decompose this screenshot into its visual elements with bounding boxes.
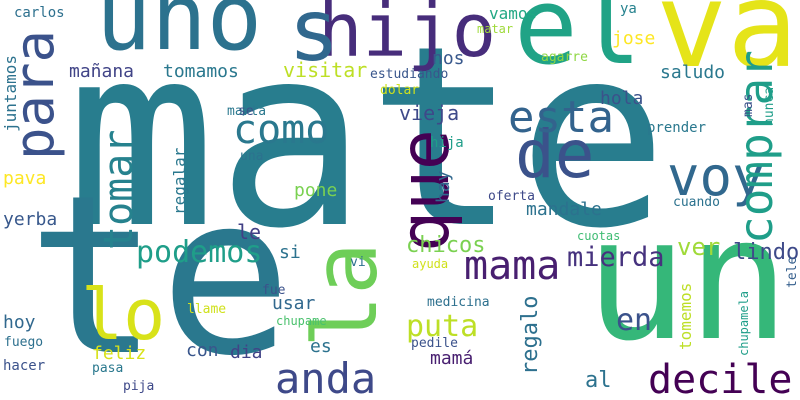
word-mama: mama (464, 243, 561, 289)
word-oferta: oferta (488, 189, 535, 204)
word-chicos: chicos (406, 233, 486, 258)
word-vi: vi (350, 255, 366, 270)
word-pone: pone (294, 180, 338, 201)
word-estudiando: estudiando (370, 67, 449, 82)
word-jose: jose (612, 28, 656, 49)
word-uno: uno (96, 0, 263, 71)
word-tele: tele (785, 256, 800, 288)
word-vamos: vamos (489, 4, 538, 23)
word-al: al (585, 368, 612, 393)
word-pava: pava (3, 168, 47, 189)
word-regalo: regalo (518, 295, 543, 375)
word-matar: matar (477, 22, 514, 36)
word-mandale: mandale (526, 199, 602, 220)
word-lindo: lindo (733, 240, 800, 265)
word-es: es (310, 336, 332, 357)
word-juntamos: juntamos (1, 54, 20, 132)
word-una: una (240, 149, 264, 164)
word-vieja: vieja (399, 101, 460, 125)
word-el: el (514, 0, 642, 88)
word-nunca: nunca (762, 86, 777, 126)
word-manana: mañana (69, 61, 135, 82)
word-mate: mate (66, 0, 669, 283)
word-en: en (616, 303, 653, 338)
word-hija: hija (430, 135, 464, 151)
word-hoy: hoy (3, 312, 36, 333)
word-s: s (288, 0, 340, 81)
word-fue: fue (262, 283, 286, 298)
word-puta: puta (406, 309, 479, 344)
word-medicina: medicina (427, 295, 490, 310)
word-mama-accent: mamá (430, 348, 474, 369)
word-pedile: pedile (411, 336, 458, 351)
word-tomemos: tomemos (676, 282, 695, 350)
word-se: se (238, 104, 254, 119)
word-ya: ya (620, 1, 637, 17)
word-feliz: feliz (92, 343, 147, 364)
word-tomar: tomar (96, 129, 142, 250)
word-ver: ver (677, 233, 721, 261)
word-saludo: saludo (660, 62, 726, 83)
word-marta: marta (227, 104, 267, 119)
word-dia: dia (230, 342, 263, 363)
word-como: como (233, 107, 330, 153)
word-fuego: fuego (4, 335, 44, 350)
word-hola: hola (600, 88, 644, 109)
word-tomamos: tomamos (163, 61, 239, 82)
word-con: con (186, 340, 219, 361)
word-cuotas: cuotas (577, 229, 621, 243)
word-de: de (515, 116, 595, 193)
word-voy: voy (667, 145, 765, 208)
word-va: va (656, 0, 799, 94)
word-si: si (279, 242, 301, 263)
word-agarre: agarre (541, 50, 588, 65)
word-usar: usar (272, 293, 316, 314)
word-carlos: carlos (14, 5, 65, 21)
word-hacer: hacer (3, 358, 46, 374)
word-yerba: yerba (3, 209, 58, 230)
word-un: un (585, 181, 790, 379)
word-lo: lo (81, 274, 166, 356)
word-dolar: dolar (380, 83, 420, 98)
word-hijo: hijo (318, 0, 497, 74)
word-regalar: regalar (170, 147, 189, 215)
word-visitar: visitar (283, 58, 368, 82)
word-llame: llame (187, 302, 227, 317)
word-le: le (237, 220, 262, 244)
word-chupamela: chupamela (737, 290, 751, 356)
word-pasa: pasa (92, 361, 124, 376)
word-chupame: chupame (276, 314, 327, 328)
word-decile: decile (648, 357, 793, 400)
word-ayuda: ayuda (412, 257, 449, 271)
word-nos: nos (432, 48, 465, 69)
word-anda: anda (275, 354, 377, 400)
word-te: te (27, 148, 292, 400)
word-comprar: comprar (729, 50, 783, 244)
word-cuando: cuando (673, 195, 720, 210)
word-hay: hay (433, 170, 454, 203)
word-pija: pija (123, 379, 155, 394)
word-mierda: mierda (567, 242, 665, 273)
word-mas: mas (741, 93, 756, 117)
word-prender: prender (647, 120, 707, 136)
word-esta: esta (508, 92, 614, 143)
word-podemos: podemos (136, 235, 263, 270)
